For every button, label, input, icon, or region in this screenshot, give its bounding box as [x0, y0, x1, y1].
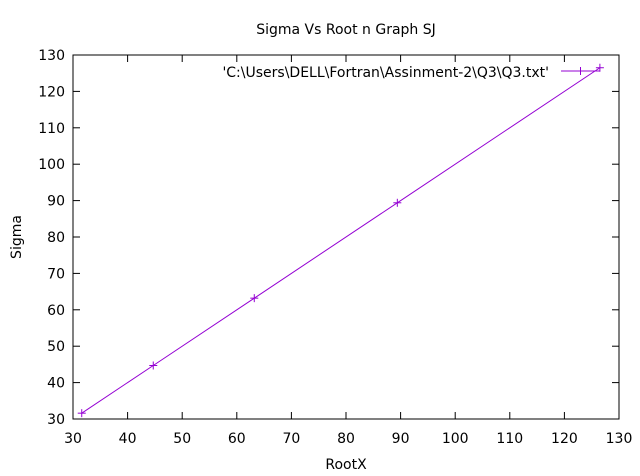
x-tick-label: 110: [496, 431, 523, 447]
y-tick-label: 110: [38, 121, 65, 137]
y-tick-label: 30: [47, 412, 65, 428]
y-tick-label: 80: [47, 230, 65, 246]
chart-title: Sigma Vs Root n Graph SJ: [256, 22, 436, 38]
y-axis-label: Sigma: [9, 215, 25, 259]
x-tick-label: 120: [551, 431, 578, 447]
y-tick-label: 40: [47, 376, 65, 392]
y-tick-label: 90: [47, 194, 65, 210]
data-point: [595, 63, 604, 72]
x-tick-label: 100: [442, 431, 469, 447]
x-axis-label: RootX: [325, 457, 367, 473]
x-tick-label: 80: [337, 431, 355, 447]
data-point: [77, 409, 86, 418]
data-point: [250, 294, 259, 303]
data-point: [393, 198, 402, 207]
x-tick-label: 130: [606, 431, 633, 447]
legend-label: 'C:\Users\DELL\Fortran\Assinment-2\Q3\Q3…: [222, 65, 549, 81]
y-tick-label: 100: [38, 157, 65, 173]
plot-area: [77, 63, 604, 418]
x-tick-label: 90: [392, 431, 410, 447]
x-tick-label: 70: [282, 431, 300, 447]
legend: 'C:\Users\DELL\Fortran\Assinment-2\Q3\Q3…: [222, 65, 600, 81]
y-tick-label: 70: [47, 266, 65, 282]
x-tick-label: 40: [119, 431, 137, 447]
axes: 30 40 50 60 70 80 90 100 110 120 130 30 40 50 60 70 80 90…: [38, 48, 632, 447]
y-tick-label: 130: [38, 48, 65, 64]
y-tick-label: 50: [47, 339, 65, 355]
y-tick-label: 120: [38, 84, 65, 100]
x-tick-label: 50: [173, 431, 191, 447]
series-line: [81, 67, 601, 414]
x-tick-label: 60: [228, 431, 246, 447]
y-tick-label: 60: [47, 303, 65, 319]
x-tick-label: 30: [64, 431, 82, 447]
data-point: [149, 361, 158, 370]
